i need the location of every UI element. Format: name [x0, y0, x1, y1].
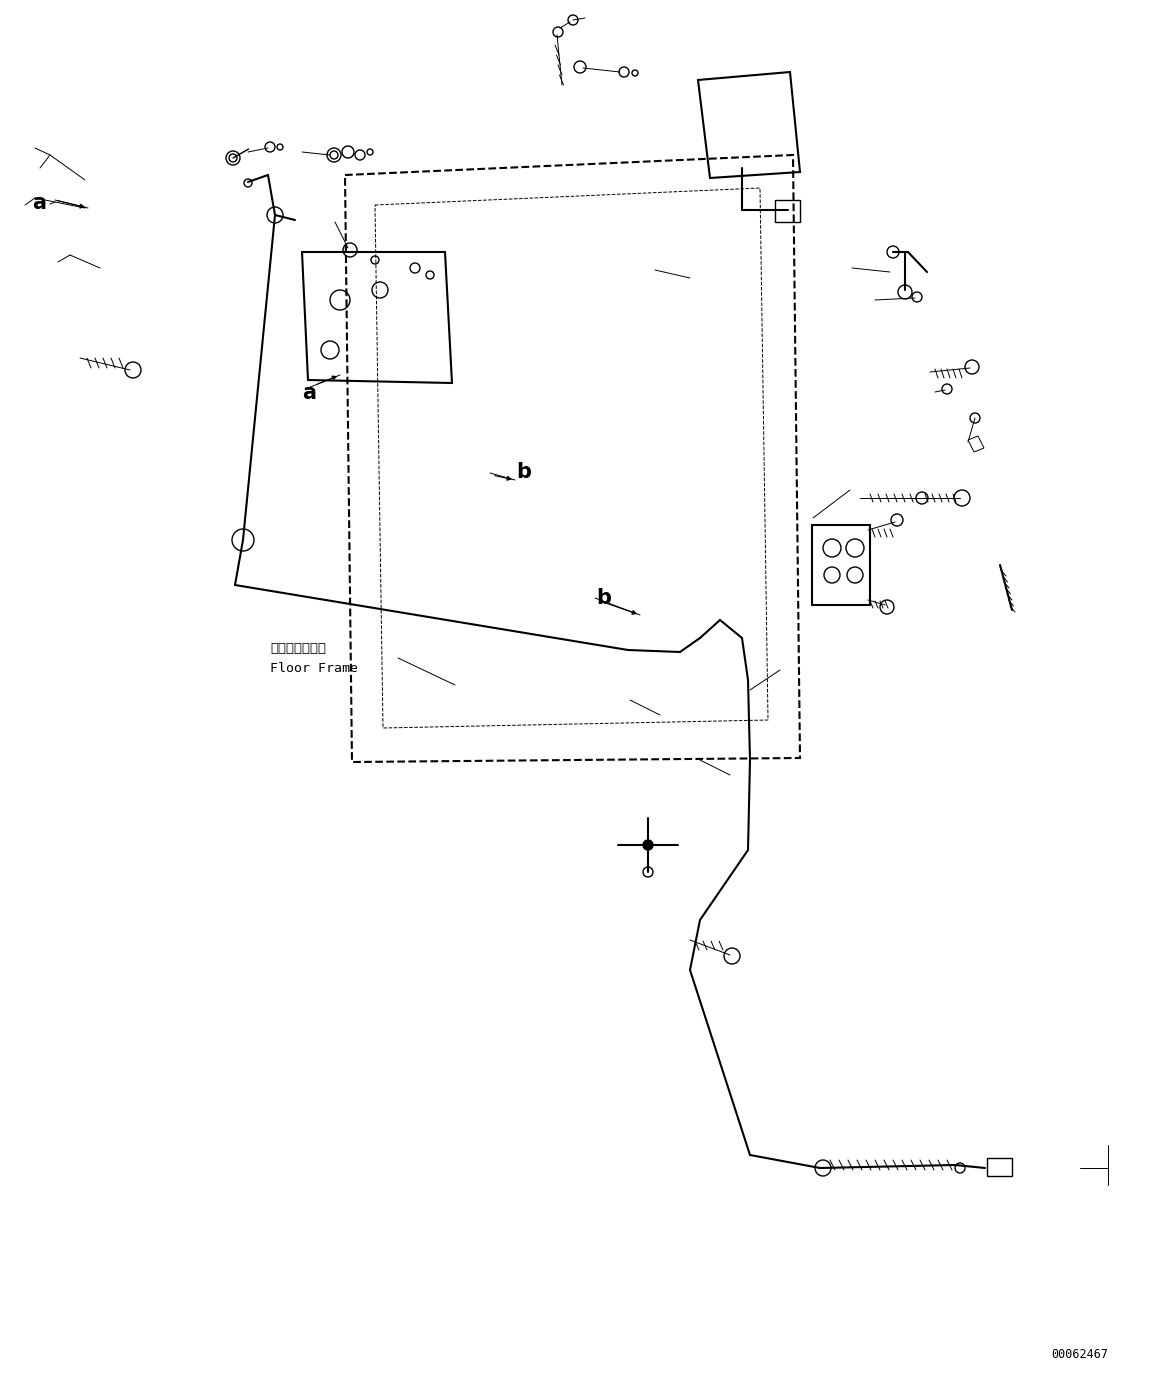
Text: b: b — [595, 588, 611, 609]
Text: フロアフレーム: フロアフレーム — [270, 642, 326, 654]
Text: Floor Frame: Floor Frame — [270, 661, 358, 675]
Text: a: a — [302, 383, 316, 403]
Circle shape — [643, 840, 652, 851]
Text: a: a — [33, 192, 47, 213]
Text: 00062467: 00062467 — [1051, 1348, 1108, 1362]
Bar — [775, 201, 800, 223]
Bar — [812, 525, 870, 605]
Bar — [987, 1158, 1012, 1176]
Text: b: b — [516, 462, 531, 482]
